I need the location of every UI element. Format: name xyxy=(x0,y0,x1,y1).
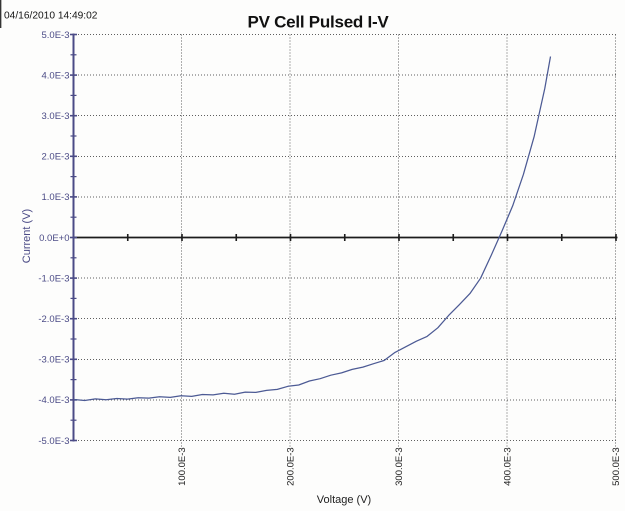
svg-text:0.0E+0: 0.0E+0 xyxy=(39,233,69,244)
svg-text:-1.0E-3: -1.0E-3 xyxy=(38,273,69,284)
svg-text:3.0E-3: 3.0E-3 xyxy=(42,111,70,122)
svg-text:4.0E-3: 4.0E-3 xyxy=(42,70,70,81)
svg-text:400.0E-3: 400.0E-3 xyxy=(502,447,513,486)
svg-text:5.0E-3: 5.0E-3 xyxy=(42,30,70,41)
svg-text:500.0E-3: 500.0E-3 xyxy=(611,447,622,486)
svg-text:-3.0E-3: -3.0E-3 xyxy=(38,355,69,366)
svg-text:-5.0E-3: -5.0E-3 xyxy=(38,436,69,447)
svg-text:04/16/2010 14:49:02: 04/16/2010 14:49:02 xyxy=(4,11,98,22)
svg-text:Voltage (V): Voltage (V) xyxy=(317,494,371,506)
svg-text:100.0E-3: 100.0E-3 xyxy=(177,447,188,486)
svg-text:-4.0E-3: -4.0E-3 xyxy=(38,395,69,406)
svg-text:PV Cell Pulsed I-V: PV Cell Pulsed I-V xyxy=(248,13,390,32)
svg-text:300.0E-3: 300.0E-3 xyxy=(394,447,405,486)
svg-text:1.0E-3: 1.0E-3 xyxy=(42,192,70,203)
svg-text:200.0E-3: 200.0E-3 xyxy=(285,447,296,486)
svg-text:Current (V): Current (V) xyxy=(21,209,33,263)
svg-text:2.0E-3: 2.0E-3 xyxy=(42,152,70,163)
svg-text:-2.0E-3: -2.0E-3 xyxy=(38,314,69,325)
